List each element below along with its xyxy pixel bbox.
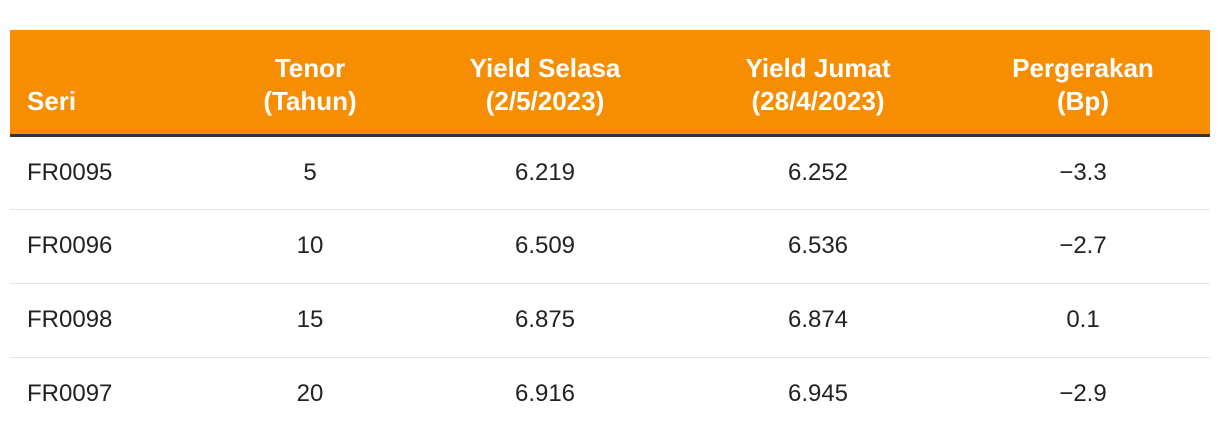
table-header: Seri Tenor (Tahun) Yield Selasa (2/5/2023) Yi… bbox=[10, 30, 1210, 137]
table-row: FR0098 15 6.875 6.874 0.1 bbox=[10, 283, 1210, 358]
yield-table: Seri Tenor (Tahun) Yield Selasa (2/5/2023) Yi… bbox=[10, 30, 1210, 431]
table-cell: FR0095 bbox=[10, 135, 210, 210]
table-cell: 6.945 bbox=[787, 380, 849, 408]
table-cell: 6.509 bbox=[410, 209, 680, 284]
header-cell: Tenor (Tahun) bbox=[210, 30, 410, 137]
header-cell: Pergerakan (Bp) bbox=[956, 30, 1210, 137]
header-text: Yield Jumat bbox=[745, 52, 891, 83]
table-cell: 6.916 bbox=[514, 380, 576, 408]
header-row: Seri Tenor (Tahun) Yield Selasa (2/5/2023) Yi… bbox=[10, 30, 1210, 137]
table-cell: FR0097 bbox=[27, 380, 113, 408]
header-cell: Yield Selasa (2/5/2023) bbox=[410, 30, 680, 137]
table-cell: 6.219 bbox=[410, 135, 680, 210]
table-cell: 20 bbox=[296, 380, 324, 408]
table-cell: 5 bbox=[210, 135, 410, 210]
table-container: Seri Tenor (Tahun) Yield Selasa (2/5/2023) Yi… bbox=[10, 30, 1210, 431]
table-cell: FR0098 bbox=[10, 283, 210, 358]
table-body: FR0095 5 6.219 6.252 −3.3 FR0096 10 6.509 6.536−… bbox=[10, 135, 1210, 431]
table-cell: 6.536 bbox=[680, 209, 956, 284]
header-text: Seri bbox=[27, 85, 77, 116]
header-text: Yield Selasa bbox=[469, 52, 621, 83]
header-text: (28/4/2023) bbox=[751, 85, 885, 116]
header-text: Tenor bbox=[274, 52, 346, 83]
table-cell: 6.874 bbox=[680, 283, 956, 358]
table-cell: 6.252 bbox=[680, 135, 956, 210]
table-cell: 10 bbox=[210, 209, 410, 284]
header-text: (Tahun) bbox=[263, 85, 357, 116]
table-cell: FR0096 bbox=[10, 209, 210, 284]
table-cell: −2.7 bbox=[956, 209, 1210, 284]
header-text: (2/5/2023) bbox=[485, 85, 605, 116]
table-row: FR0097 20 6.916 6.945 −2.9 bbox=[10, 357, 1210, 431]
table-cell: −3.3 bbox=[956, 135, 1210, 210]
table-cell: −2.9 bbox=[1059, 380, 1107, 408]
table-cell: 0.1 bbox=[956, 283, 1210, 358]
header-cell: Yield Jumat (28/4/2023) bbox=[680, 30, 956, 137]
header-text: Pergerakan bbox=[1012, 52, 1154, 83]
header-cell: Seri bbox=[10, 30, 210, 137]
table-row: FR0096 10 6.509 6.536 −2.7 bbox=[10, 209, 1210, 284]
table-cell: 6.875 bbox=[410, 283, 680, 358]
table-row: FR0095 5 6.219 6.252 −3.3 bbox=[10, 135, 1210, 210]
header-text: (Bp) bbox=[1057, 85, 1109, 116]
table-cell: 15 bbox=[210, 283, 410, 358]
